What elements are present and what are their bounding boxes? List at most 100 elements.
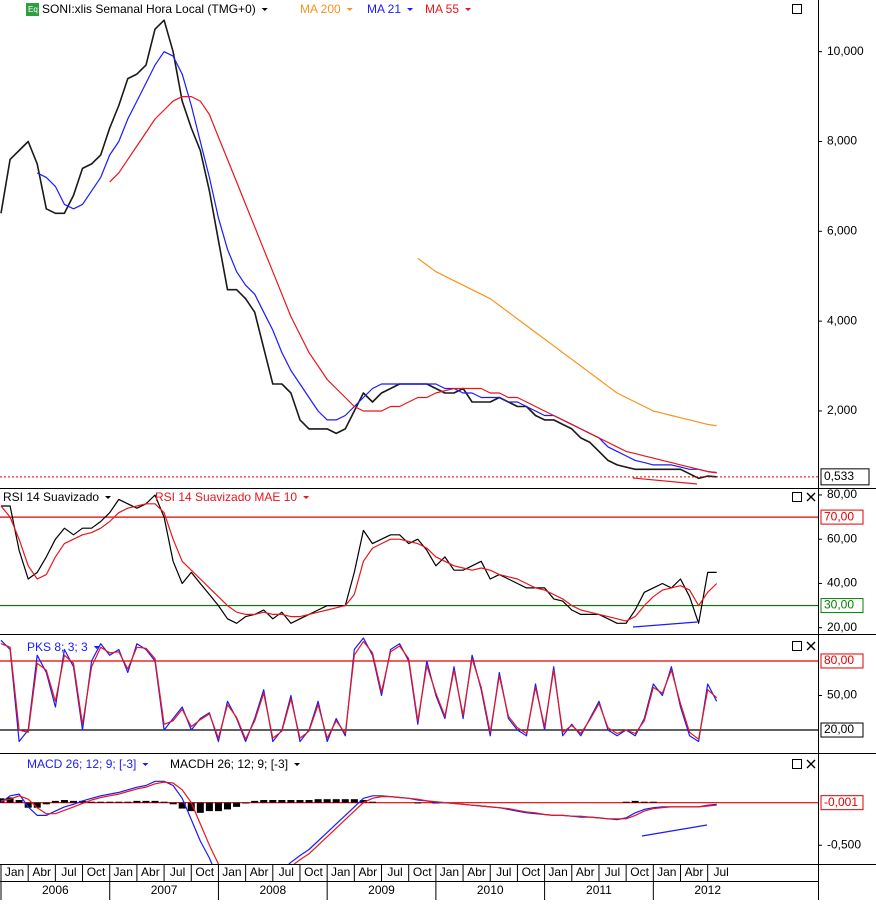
histogram-bar bbox=[187, 802, 195, 812]
legend-entry[interactable]: MACD 26; 12; 9; [-3] bbox=[27, 757, 136, 771]
x-axis: Jan Abr Jul Oct Jan Abr Jul Oct Jan Abr Jul Oct Jan A… bbox=[0, 864, 729, 881]
year-label: 2012 bbox=[694, 883, 721, 897]
dropdown-arrow bbox=[465, 8, 472, 11]
maximize-button[interactable] bbox=[792, 759, 802, 769]
x-tick-label: Oct bbox=[195, 865, 214, 879]
histogram-bar bbox=[178, 802, 186, 809]
histogram-bar bbox=[6, 797, 14, 803]
year-axis: 2006 2007 2008 2009 2010 2011 2012 bbox=[0, 881, 721, 900]
x-tick-label: Oct bbox=[522, 865, 541, 879]
x-tick-label: Jul bbox=[714, 865, 729, 879]
histogram-bar bbox=[359, 800, 367, 803]
histogram-bar bbox=[640, 801, 648, 803]
dropdown-arrow bbox=[407, 8, 414, 11]
y-tick-label: 40,00 bbox=[827, 576, 857, 590]
histogram-bar bbox=[260, 800, 268, 803]
histogram-bar bbox=[169, 802, 177, 805]
histogram-bar bbox=[350, 799, 358, 803]
year-label: 2011 bbox=[586, 883, 612, 897]
x-tick-label: Oct bbox=[87, 865, 106, 879]
year-label: 2010 bbox=[477, 883, 504, 897]
histogram-bar bbox=[214, 802, 222, 812]
histogram-bar bbox=[269, 800, 277, 803]
x-tick-label: Jul bbox=[387, 865, 402, 879]
level-label: 70,00 bbox=[824, 509, 854, 523]
level-label: 30,00 bbox=[824, 598, 854, 612]
series-line bbox=[417, 257, 717, 427]
x-tick-label: Jan bbox=[331, 865, 350, 879]
legend-entry[interactable]: RSI 14 Suavizado bbox=[3, 490, 99, 504]
x-tick-label: Abr bbox=[141, 865, 160, 879]
maximize-button[interactable] bbox=[792, 4, 802, 14]
legend-entry[interactable]: MA 21 bbox=[367, 2, 401, 16]
x-tick-label: Jan bbox=[222, 865, 241, 879]
maximize-button[interactable] bbox=[792, 492, 802, 502]
histogram-bar bbox=[142, 800, 150, 803]
legend-entry[interactable]: RSI 14 Suavizado MAE 10 bbox=[155, 490, 297, 504]
y-tick-label: 80,00 bbox=[827, 487, 857, 501]
symbol-icon-text: Eq bbox=[28, 5, 38, 14]
last-value-box bbox=[820, 468, 870, 486]
panel bbox=[0, 780, 818, 864]
x-tick-label: Jul bbox=[61, 865, 76, 879]
histogram-bar bbox=[296, 800, 304, 803]
x-tick-label: Jan bbox=[5, 865, 24, 879]
x-tick-label: Oct bbox=[304, 865, 323, 879]
series-line bbox=[0, 640, 718, 740]
x-tick-label: Abr bbox=[467, 865, 486, 879]
panel bbox=[0, 19, 818, 480]
y-tick-label: 10,000 bbox=[827, 44, 864, 58]
y-tick-label: 8,000 bbox=[827, 134, 857, 148]
x-tick-label: Jul bbox=[605, 865, 620, 879]
level-label-box bbox=[820, 722, 864, 738]
x-tick-label: Jan bbox=[657, 865, 676, 879]
histogram-bar bbox=[115, 801, 123, 803]
x-tick-label: Oct bbox=[413, 865, 432, 879]
dropdown-arrow bbox=[142, 763, 149, 766]
x-tick-label: Jul bbox=[279, 865, 294, 879]
symbol-icon[interactable] bbox=[26, 3, 39, 16]
legend-title[interactable]: SONI:xlis Semanal Hora Local (TMG+0) bbox=[42, 2, 256, 16]
histogram-bar bbox=[124, 801, 132, 803]
close-button[interactable] bbox=[806, 759, 816, 769]
y-tick-label: 20,00 bbox=[827, 620, 857, 634]
level-label: -0,001 bbox=[824, 795, 858, 809]
dropdown-arrow bbox=[93, 646, 100, 649]
level-label-box bbox=[820, 795, 864, 811]
histogram-bar bbox=[97, 801, 105, 803]
panel bbox=[0, 637, 818, 743]
series-line bbox=[0, 781, 717, 864]
x-tick-label: Jan bbox=[440, 865, 459, 879]
panel bbox=[0, 494, 818, 624]
y-tick-label: -0,500 bbox=[827, 837, 861, 851]
histogram-bar bbox=[278, 800, 286, 803]
plots bbox=[0, 19, 818, 864]
histogram-bar bbox=[33, 802, 41, 808]
year-label: 2007 bbox=[151, 883, 178, 897]
close-button[interactable] bbox=[806, 492, 816, 502]
legend-entry[interactable]: MACDH 26; 12; 9; [-3] bbox=[170, 757, 288, 771]
histogram-bar bbox=[332, 799, 340, 803]
level-label: 20,00 bbox=[824, 722, 854, 736]
last-value-label: 0,533 bbox=[824, 469, 854, 483]
histogram-bar bbox=[60, 800, 68, 803]
x-tick-label: Abr bbox=[358, 865, 377, 879]
trend-line bbox=[632, 621, 698, 628]
year-label: 2009 bbox=[368, 883, 395, 897]
legend-entry[interactable]: MA 55 bbox=[425, 2, 459, 16]
histogram-bar bbox=[622, 801, 630, 803]
year-label: 2006 bbox=[42, 883, 69, 897]
close-button[interactable] bbox=[806, 641, 816, 651]
trend-line bbox=[641, 824, 708, 837]
y-tick-label: 6,000 bbox=[827, 223, 857, 237]
legend-entry[interactable]: PKS 8; 3; 3 bbox=[27, 640, 88, 654]
histogram-bar bbox=[414, 802, 422, 804]
histogram-bar bbox=[649, 801, 657, 803]
maximize-button[interactable] bbox=[792, 641, 802, 651]
series-line bbox=[36, 51, 717, 474]
legend-entry[interactable]: MA 200 bbox=[300, 2, 341, 16]
histogram-bar bbox=[196, 802, 204, 813]
level-label-box bbox=[820, 653, 864, 669]
